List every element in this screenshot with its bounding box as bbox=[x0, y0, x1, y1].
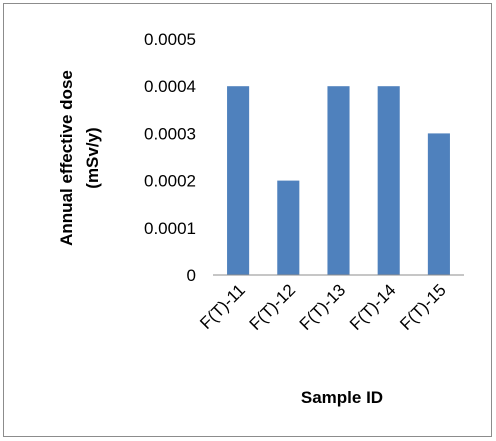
y-tick-label: 0.0004 bbox=[144, 77, 196, 96]
y-tick-label: 0.0005 bbox=[144, 30, 196, 49]
y-tick-label: 0.0003 bbox=[144, 124, 196, 143]
x-tick-label: F(T)-11 bbox=[196, 280, 249, 333]
bars-group bbox=[227, 86, 450, 275]
y-axis-ticks: 0 0.0001 0.0002 0.0003 0.0004 0.0005 bbox=[144, 30, 196, 285]
y-axis-title-line1: Annual effective dose bbox=[57, 70, 76, 246]
y-axis-title-line2: (mSv/y) bbox=[83, 127, 102, 188]
x-tick-label: F(T)-15 bbox=[396, 280, 450, 334]
x-tick-label: F(T)-12 bbox=[246, 280, 300, 334]
x-axis-ticks: F(T)-11F(T)-12F(T)-13F(T)-14F(T)-15 bbox=[196, 280, 449, 334]
y-tick-label: 0.0002 bbox=[144, 172, 196, 191]
y-tick-label: 0.0001 bbox=[144, 219, 196, 238]
bar bbox=[227, 86, 250, 275]
bar bbox=[427, 133, 450, 275]
bar bbox=[277, 180, 300, 275]
bar bbox=[327, 86, 350, 275]
x-tick-label: F(T)-13 bbox=[296, 280, 350, 334]
x-axis-title: Sample ID bbox=[301, 388, 383, 407]
x-tick-label: F(T)-14 bbox=[346, 280, 400, 334]
bar bbox=[377, 86, 400, 275]
y-tick-label: 0 bbox=[187, 266, 196, 285]
